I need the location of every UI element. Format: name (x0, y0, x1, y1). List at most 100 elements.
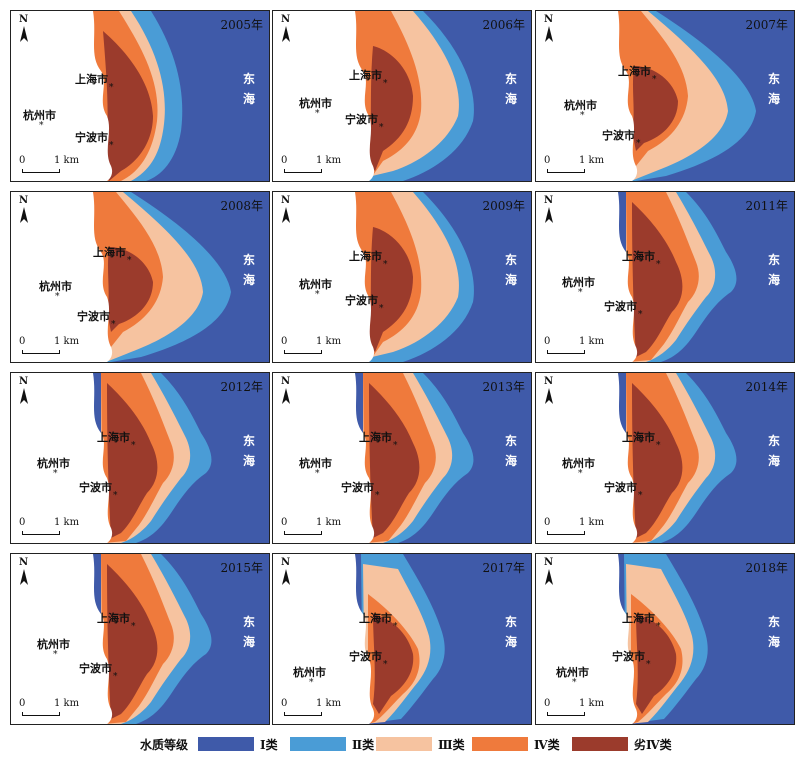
city-marker-icon: * (55, 292, 60, 302)
city-marker-icon: * (127, 256, 132, 266)
scale-bar-line (284, 169, 322, 173)
north-arrow-icon: N (542, 14, 556, 44)
north-arrow-icon: N (279, 14, 293, 44)
scale-label-start: 0 (281, 155, 288, 166)
panel-year: 2007年 (745, 18, 788, 32)
scale-label-end: 1 km (54, 155, 80, 166)
city-marker-icon: * (383, 260, 388, 270)
scale-bar-line (22, 712, 60, 716)
map-panel: 2015年 N 东 海上海市 * 杭州市 * 宁波市 * 0 1 km (10, 553, 270, 725)
sea-class5-area (368, 227, 413, 352)
city-label-shanghai: 上海市 (622, 612, 655, 625)
north-label: N (281, 376, 291, 387)
scale-label-end: 1 km (316, 336, 342, 347)
city-label-hangzhou: 杭州市 (23, 109, 56, 122)
water-quality-map (536, 373, 794, 543)
panel-year: 2011年 (745, 199, 788, 213)
city-marker-icon: * (578, 288, 583, 298)
sea-class5-area (632, 66, 678, 151)
city-label-ningbo: 宁波市 (604, 481, 637, 494)
scale-bar: 0 1 km (281, 517, 341, 537)
panel-year: 2005年 (220, 18, 263, 32)
map-panel: 2018年 N 东 海上海市 * 杭州市 * 宁波市 * 0 1 km (535, 553, 795, 725)
north-arrow-icon: N (17, 376, 31, 406)
north-arrow-icon: N (542, 376, 556, 406)
city-marker-icon: * (113, 672, 118, 682)
legend-swatch-class4 (472, 737, 528, 751)
legend-swatch-class1 (198, 737, 254, 751)
land-area (11, 192, 113, 362)
map-grid: 2005年 N 东 海上海市 * 杭州市 * 宁波市 * 0 1 km 2006年 N 东 海上海市 * 杭… (10, 10, 795, 725)
city-label-shanghai: 上海市 (359, 431, 392, 444)
water-quality-map (11, 373, 269, 543)
water-quality-map (11, 192, 269, 362)
scale-label-end: 1 km (54, 698, 80, 709)
land-area (273, 192, 375, 362)
scale-label-end: 1 km (316, 698, 342, 709)
city-label-shanghai: 上海市 (75, 73, 108, 86)
city-marker-icon: * (393, 622, 398, 632)
scale-bar: 0 1 km (281, 155, 341, 175)
city-marker-icon: * (109, 83, 114, 93)
city-label-ningbo: 宁波市 (79, 481, 112, 494)
sea-class5-area (636, 614, 677, 714)
water-quality-map (536, 11, 794, 181)
map-panel: 2013年 N 东 海上海市 * 杭州市 * 宁波市 * 0 1 km (272, 372, 532, 544)
city-marker-icon: * (379, 123, 384, 133)
panel-year: 2017年 (482, 561, 525, 575)
city-label-hangzhou: 杭州市 (562, 457, 595, 470)
scale-bar: 0 1 km (544, 336, 604, 356)
scale-label-end: 1 km (316, 517, 342, 528)
scale-bar-line (547, 712, 585, 716)
sea-label: 东 海 (243, 615, 256, 649)
city-label-hangzhou: 杭州市 (39, 280, 72, 293)
city-label-ningbo: 宁波市 (349, 650, 382, 663)
scale-bar-line (284, 712, 322, 716)
city-marker-icon: * (393, 441, 398, 451)
map-panel: 2012年 N 东 海上海市 * 杭州市 * 宁波市 * 0 1 km (10, 372, 270, 544)
city-label-shanghai: 上海市 (97, 431, 130, 444)
city-label-shanghai: 上海市 (618, 65, 651, 78)
north-label: N (19, 14, 29, 25)
water-quality-map (11, 554, 269, 724)
scale-bar: 0 1 km (544, 155, 604, 175)
panel-year: 2009年 (482, 199, 525, 213)
north-label: N (281, 557, 291, 568)
legend-label-class2: Ⅱ类 (352, 738, 375, 752)
scale-bar-line (547, 531, 585, 535)
city-label-shanghai: 上海市 (622, 431, 655, 444)
north-arrow-icon: N (279, 557, 293, 587)
city-marker-icon: * (39, 121, 44, 131)
scale-bar: 0 1 km (281, 698, 341, 718)
legend-label-class5: 劣Ⅳ类 (634, 738, 672, 752)
land-area (536, 373, 638, 543)
city-marker-icon: * (309, 678, 314, 688)
scale-bar: 0 1 km (544, 698, 604, 718)
scale-label-start: 0 (544, 698, 551, 709)
scale-label-start: 0 (544, 336, 551, 347)
city-marker-icon: * (375, 491, 380, 501)
panel-year: 2014年 (745, 380, 788, 394)
water-quality-map (273, 373, 531, 543)
scale-label-end: 1 km (579, 155, 605, 166)
north-label: N (544, 376, 554, 387)
water-quality-map (536, 554, 794, 724)
sea-class5-area (107, 383, 158, 538)
north-arrow-icon: N (279, 195, 293, 225)
land-area (273, 11, 375, 181)
scale-label-start: 0 (281, 698, 288, 709)
city-label-hangzhou: 杭州市 (564, 99, 597, 112)
city-marker-icon: * (383, 79, 388, 89)
sea-label: 东 海 (505, 253, 518, 287)
north-arrow-icon: N (542, 557, 556, 587)
city-marker-icon: * (652, 75, 657, 85)
scale-bar: 0 1 km (19, 517, 79, 537)
land-area (11, 554, 113, 724)
land-area (536, 192, 638, 362)
city-marker-icon: * (131, 441, 136, 451)
water-quality-map (273, 554, 531, 724)
map-panel: 2008年 N 东 海上海市 * 杭州市 * 宁波市 * 0 1 km (10, 191, 270, 363)
legend-label-class3: Ⅲ类 (438, 738, 465, 752)
city-label-shanghai: 上海市 (97, 612, 130, 625)
city-marker-icon: * (646, 660, 651, 670)
